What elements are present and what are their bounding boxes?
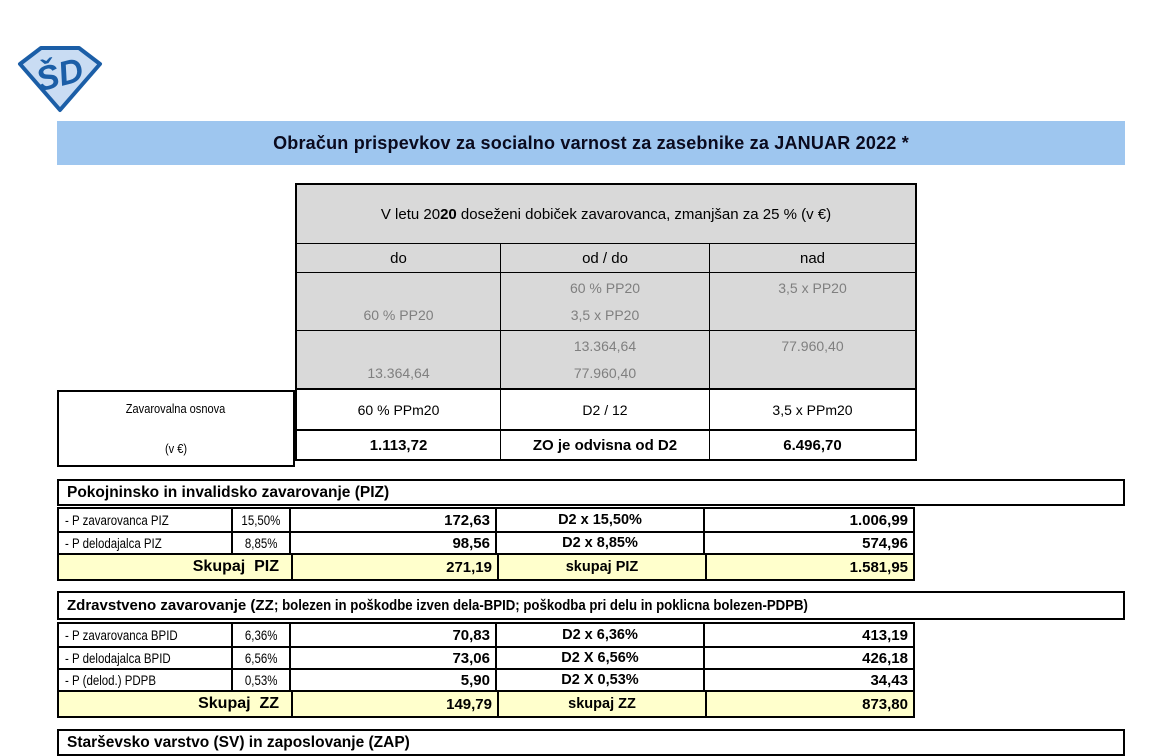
table-row: - P zavarovanca PIZ 15,50% 172,63 D2 x 1…: [59, 509, 913, 531]
piz-total-row: Skupaj PIZ 271,19 skupaj PIZ 1.581,95: [59, 553, 913, 579]
row-formula: D2 X 0,53%: [495, 670, 703, 690]
total-amount: 271,19: [291, 555, 497, 579]
profit-table: V letu 2020 doseženi dobiček zavarovanca…: [295, 183, 917, 461]
table-row: - P delodajalca PIZ 8,85% 98,56 D2 x 8,8…: [59, 531, 913, 553]
total-label: Skupaj PIZ: [192, 558, 279, 575]
total-formula: skupaj ZZ: [497, 692, 705, 716]
osnova-label-line2: (v €): [164, 441, 188, 456]
total-max: 873,80: [705, 692, 913, 716]
row-max: 413,19: [703, 624, 913, 646]
row-max: 426,18: [703, 648, 913, 668]
osnova-value-nad: 6.496,70: [709, 431, 915, 459]
profit-title-year: 20: [440, 205, 457, 223]
row-max: 34,43: [703, 670, 913, 690]
row-percentage: 6,56%: [244, 650, 278, 666]
osnova-formula-od-do: D2 / 12: [500, 390, 709, 429]
osnova-label-line1: Zavarovalna osnova: [126, 401, 226, 416]
profit-title-prefix: V letu 20: [380, 205, 441, 223]
document-title-bar: Obračun prispevkov za socialno varnost z…: [57, 121, 1125, 165]
table-row: - P zavarovanca BPID 6,36% 70,83 D2 x 6,…: [59, 624, 913, 646]
total-amount: 149,79: [291, 692, 497, 716]
row-formula: D2 x 8,85%: [495, 533, 703, 553]
row-percentage: 6,36%: [244, 627, 278, 643]
range-pp-do: 60 % PP20: [297, 273, 500, 330]
row-label: - P zavarovanca BPID: [65, 627, 178, 643]
profit-table-title: V letu 2020 doseženi dobiček zavarovanca…: [297, 185, 915, 243]
row-amount: 70,83: [289, 624, 495, 646]
row-label: - P delodajalca BPID: [65, 650, 171, 666]
osnova-label-box: Zavarovalna osnova (v €): [57, 390, 295, 467]
total-label: Skupaj ZZ: [198, 695, 279, 712]
row-label: - P zavarovanca PIZ: [65, 512, 169, 528]
osnova-value-od-do: ZO je odvisna od D2: [500, 431, 709, 459]
range-pp-od-do: 60 % PP20 3,5 x PP20: [500, 273, 709, 330]
diamond-logo-icon: ŠD: [18, 46, 102, 112]
row-percentage: 0,53%: [244, 672, 278, 688]
row-amount: 73,06: [289, 648, 495, 668]
row-label: - P (delod.) PDPB: [65, 672, 156, 688]
zz-table: - P zavarovanca BPID 6,36% 70,83 D2 x 6,…: [57, 622, 915, 718]
osnova-formula-do: 60 % PPm20: [357, 401, 440, 418]
zz-section-header: Zdravstveno zavarovanje (ZZ; bolezen in …: [57, 591, 1125, 620]
row-percentage: 8,85%: [244, 535, 278, 551]
row-max: 574,96: [703, 533, 913, 553]
range-amount-od-do: 13.364,64 77.960,40: [500, 331, 709, 388]
column-header-nad: nad: [709, 244, 915, 272]
osnova-formula-nad: 3,5 x PPm20: [709, 390, 915, 429]
company-logo: ŠD: [14, 42, 106, 114]
row-label: - P delodajalca PIZ: [65, 535, 162, 551]
total-max: 1.581,95: [705, 555, 913, 579]
piz-table: - P zavarovanca PIZ 15,50% 172,63 D2 x 1…: [57, 507, 915, 581]
range-amount-nad: 77.960,40: [709, 331, 915, 388]
page-title: Obračun prispevkov za socialno varnost z…: [273, 132, 909, 153]
zz-header-detail: ; bolezen in poškodbe izven dela-BPID; p…: [273, 597, 808, 614]
row-amount: 98,56: [289, 533, 495, 553]
table-row: - P (delod.) PDPB 0,53% 5,90 D2 X 0,53% …: [59, 668, 913, 690]
profit-title-suffix: doseženi dobiček zavarovanca, zmanjšan z…: [456, 205, 832, 223]
zz-header-main: Zdravstveno zavarovanje (ZZ: [67, 597, 274, 614]
row-formula: D2 x 6,36%: [495, 624, 703, 646]
range-amount-do: 13.364,64: [297, 331, 500, 388]
row-amount: 5,90: [289, 670, 495, 690]
osnova-value-do: 1.113,72: [369, 436, 428, 454]
piz-section-header: Pokojninsko in invalidsko zavarovanje (P…: [57, 479, 1125, 506]
column-header-od-do: od / do: [500, 244, 709, 272]
table-row: - P delodajalca BPID 6,56% 73,06 D2 X 6,…: [59, 646, 913, 668]
zz-total-row: Skupaj ZZ 149,79 skupaj ZZ 873,80: [59, 690, 913, 716]
row-formula: D2 X 6,56%: [495, 648, 703, 668]
row-amount: 172,63: [289, 509, 495, 531]
row-formula: D2 x 15,50%: [495, 509, 703, 531]
row-max: 1.006,99: [703, 509, 913, 531]
total-formula: skupaj PIZ: [497, 555, 705, 579]
range-pp-nad: 3,5 x PP20: [709, 273, 915, 330]
column-header-do: do: [297, 244, 500, 272]
row-percentage: 15,50%: [241, 512, 281, 528]
